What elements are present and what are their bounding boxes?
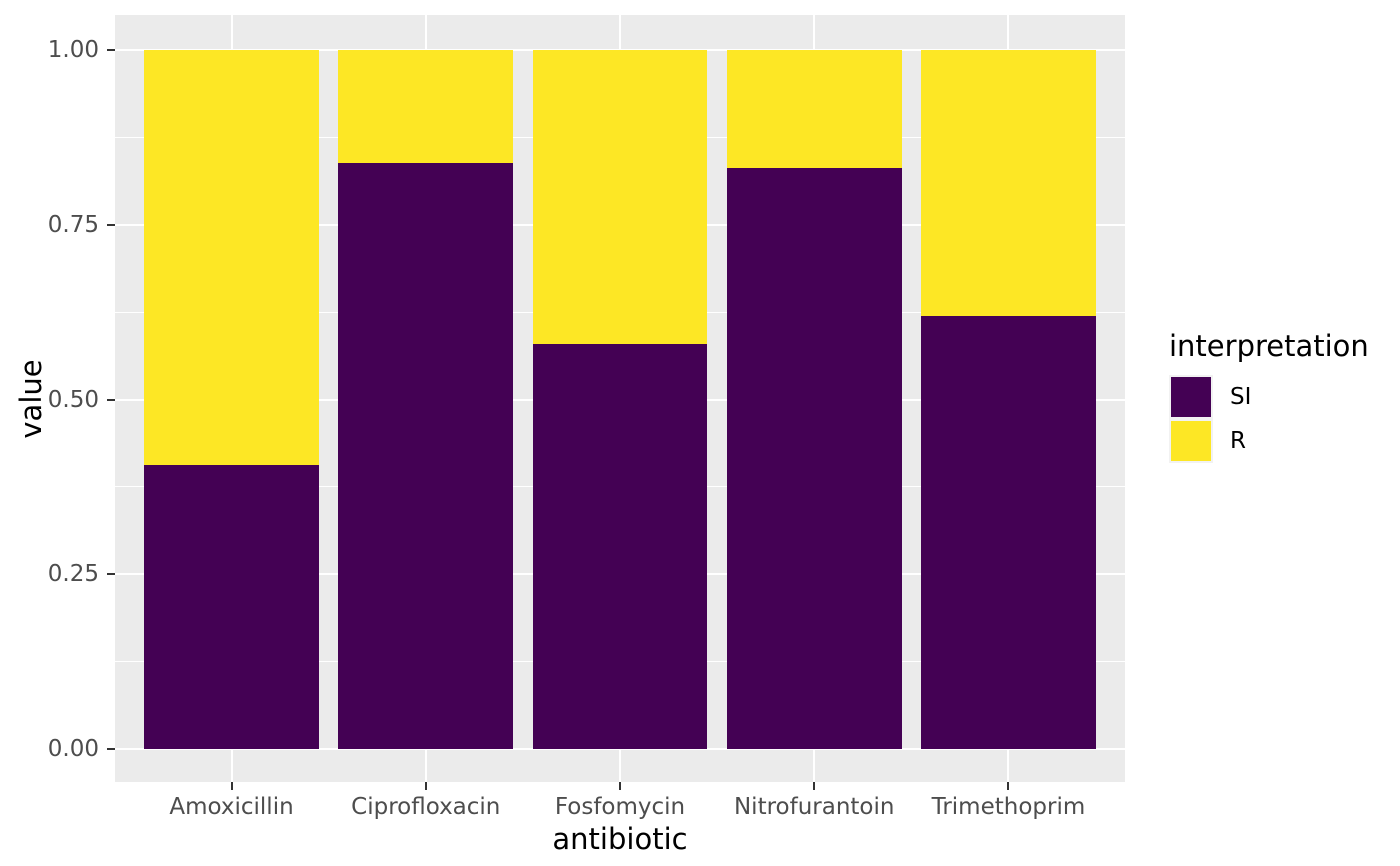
legend-swatch-r bbox=[1171, 421, 1211, 461]
x-tick-label: Trimethoprim bbox=[931, 794, 1086, 820]
bar-segment-amoxicillin-r bbox=[144, 50, 319, 466]
bar-segment-nitrofurantoin-si bbox=[726, 168, 902, 749]
legend-entry-si: SI bbox=[1169, 375, 1369, 419]
x-tick-mark bbox=[619, 782, 621, 790]
x-axis-title: antibiotic bbox=[552, 822, 688, 856]
y-axis-title: value bbox=[14, 358, 48, 439]
legend-entries: SI R bbox=[1169, 375, 1369, 463]
legend-key bbox=[1169, 375, 1213, 419]
legend-label: SI bbox=[1230, 384, 1252, 410]
y-tick-label: 0.25 bbox=[47, 561, 99, 588]
bar-segment-trimethoprim-r bbox=[921, 50, 1096, 316]
legend-entry-r: R bbox=[1169, 419, 1369, 463]
y-tick-label: 0.75 bbox=[47, 211, 99, 238]
x-tick-mark bbox=[813, 782, 816, 790]
y-tick-mark bbox=[107, 398, 115, 401]
legend-title: interpretation bbox=[1169, 329, 1369, 363]
bar-segment-ciprofloxacin-r bbox=[338, 50, 514, 163]
y-tick-mark bbox=[107, 748, 115, 750]
x-tick-mark bbox=[230, 782, 233, 790]
x-tick-label: Amoxicillin bbox=[169, 794, 294, 820]
y-tick-label: 0.50 bbox=[47, 386, 99, 413]
x-tick-label: Fosfomycin bbox=[554, 794, 686, 820]
bar-segment-ciprofloxacin-si bbox=[338, 162, 514, 749]
bar-segment-trimethoprim-si bbox=[921, 315, 1096, 749]
x-tick-label: Nitrofurantoin bbox=[733, 794, 895, 820]
y-tick-mark bbox=[107, 49, 115, 51]
legend-key bbox=[1169, 419, 1213, 463]
y-tick-mark bbox=[107, 573, 115, 576]
legend: interpretation SI R bbox=[1169, 331, 1369, 463]
y-tick-label: 0.00 bbox=[47, 736, 99, 762]
grid-major-horizontal bbox=[115, 748, 1125, 750]
legend-swatch-si bbox=[1171, 377, 1211, 417]
x-tick-mark bbox=[424, 782, 427, 790]
bar-segment-nitrofurantoin-r bbox=[726, 50, 902, 169]
legend-label: R bbox=[1230, 428, 1246, 454]
x-tick-label: Ciprofloxacin bbox=[351, 794, 501, 820]
x-tick-mark bbox=[1007, 782, 1010, 790]
y-tick-mark bbox=[107, 223, 115, 226]
bar-segment-fosfomycin-si bbox=[532, 343, 708, 749]
y-tick-label: 1.00 bbox=[47, 37, 99, 63]
bar-segment-amoxicillin-si bbox=[144, 465, 319, 749]
plot-panel bbox=[115, 15, 1125, 782]
bar-segment-fosfomycin-r bbox=[532, 50, 708, 344]
